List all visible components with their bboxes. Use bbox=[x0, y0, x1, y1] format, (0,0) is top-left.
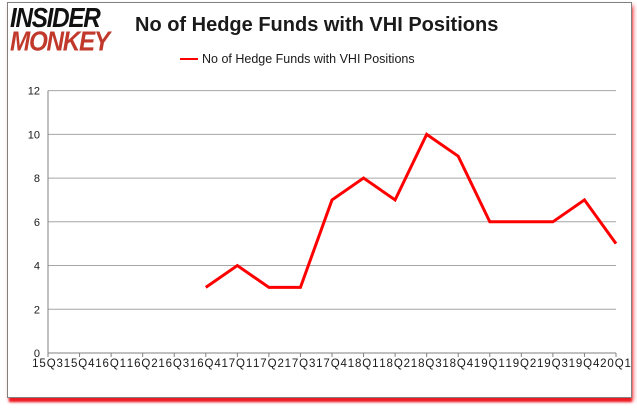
svg-text:6: 6 bbox=[34, 217, 40, 229]
svg-text:19Q1: 19Q1 bbox=[474, 358, 506, 370]
svg-text:4: 4 bbox=[34, 261, 40, 273]
svg-text:16Q3: 16Q3 bbox=[158, 358, 190, 370]
svg-text:19Q2: 19Q2 bbox=[505, 358, 537, 370]
svg-text:18Q2: 18Q2 bbox=[379, 358, 411, 370]
svg-text:2: 2 bbox=[34, 304, 40, 316]
svg-text:17Q3: 17Q3 bbox=[285, 358, 317, 370]
svg-text:12: 12 bbox=[28, 86, 40, 98]
svg-text:18Q3: 18Q3 bbox=[411, 358, 443, 370]
svg-text:16Q2: 16Q2 bbox=[127, 358, 159, 370]
svg-text:19Q4: 19Q4 bbox=[569, 358, 601, 370]
svg-text:8: 8 bbox=[34, 173, 40, 185]
svg-text:17Q1: 17Q1 bbox=[221, 358, 253, 370]
svg-text:18Q4: 18Q4 bbox=[442, 358, 474, 370]
svg-text:15Q3: 15Q3 bbox=[32, 358, 64, 370]
svg-text:19Q3: 19Q3 bbox=[537, 358, 569, 370]
svg-text:15Q4: 15Q4 bbox=[64, 358, 96, 370]
svg-text:16Q1: 16Q1 bbox=[95, 358, 127, 370]
svg-text:16Q4: 16Q4 bbox=[190, 358, 222, 370]
svg-text:18Q1: 18Q1 bbox=[348, 358, 380, 370]
svg-text:17Q2: 17Q2 bbox=[253, 358, 285, 370]
svg-text:20Q1: 20Q1 bbox=[600, 358, 631, 370]
svg-text:17Q4: 17Q4 bbox=[316, 358, 348, 370]
svg-text:10: 10 bbox=[28, 129, 40, 141]
